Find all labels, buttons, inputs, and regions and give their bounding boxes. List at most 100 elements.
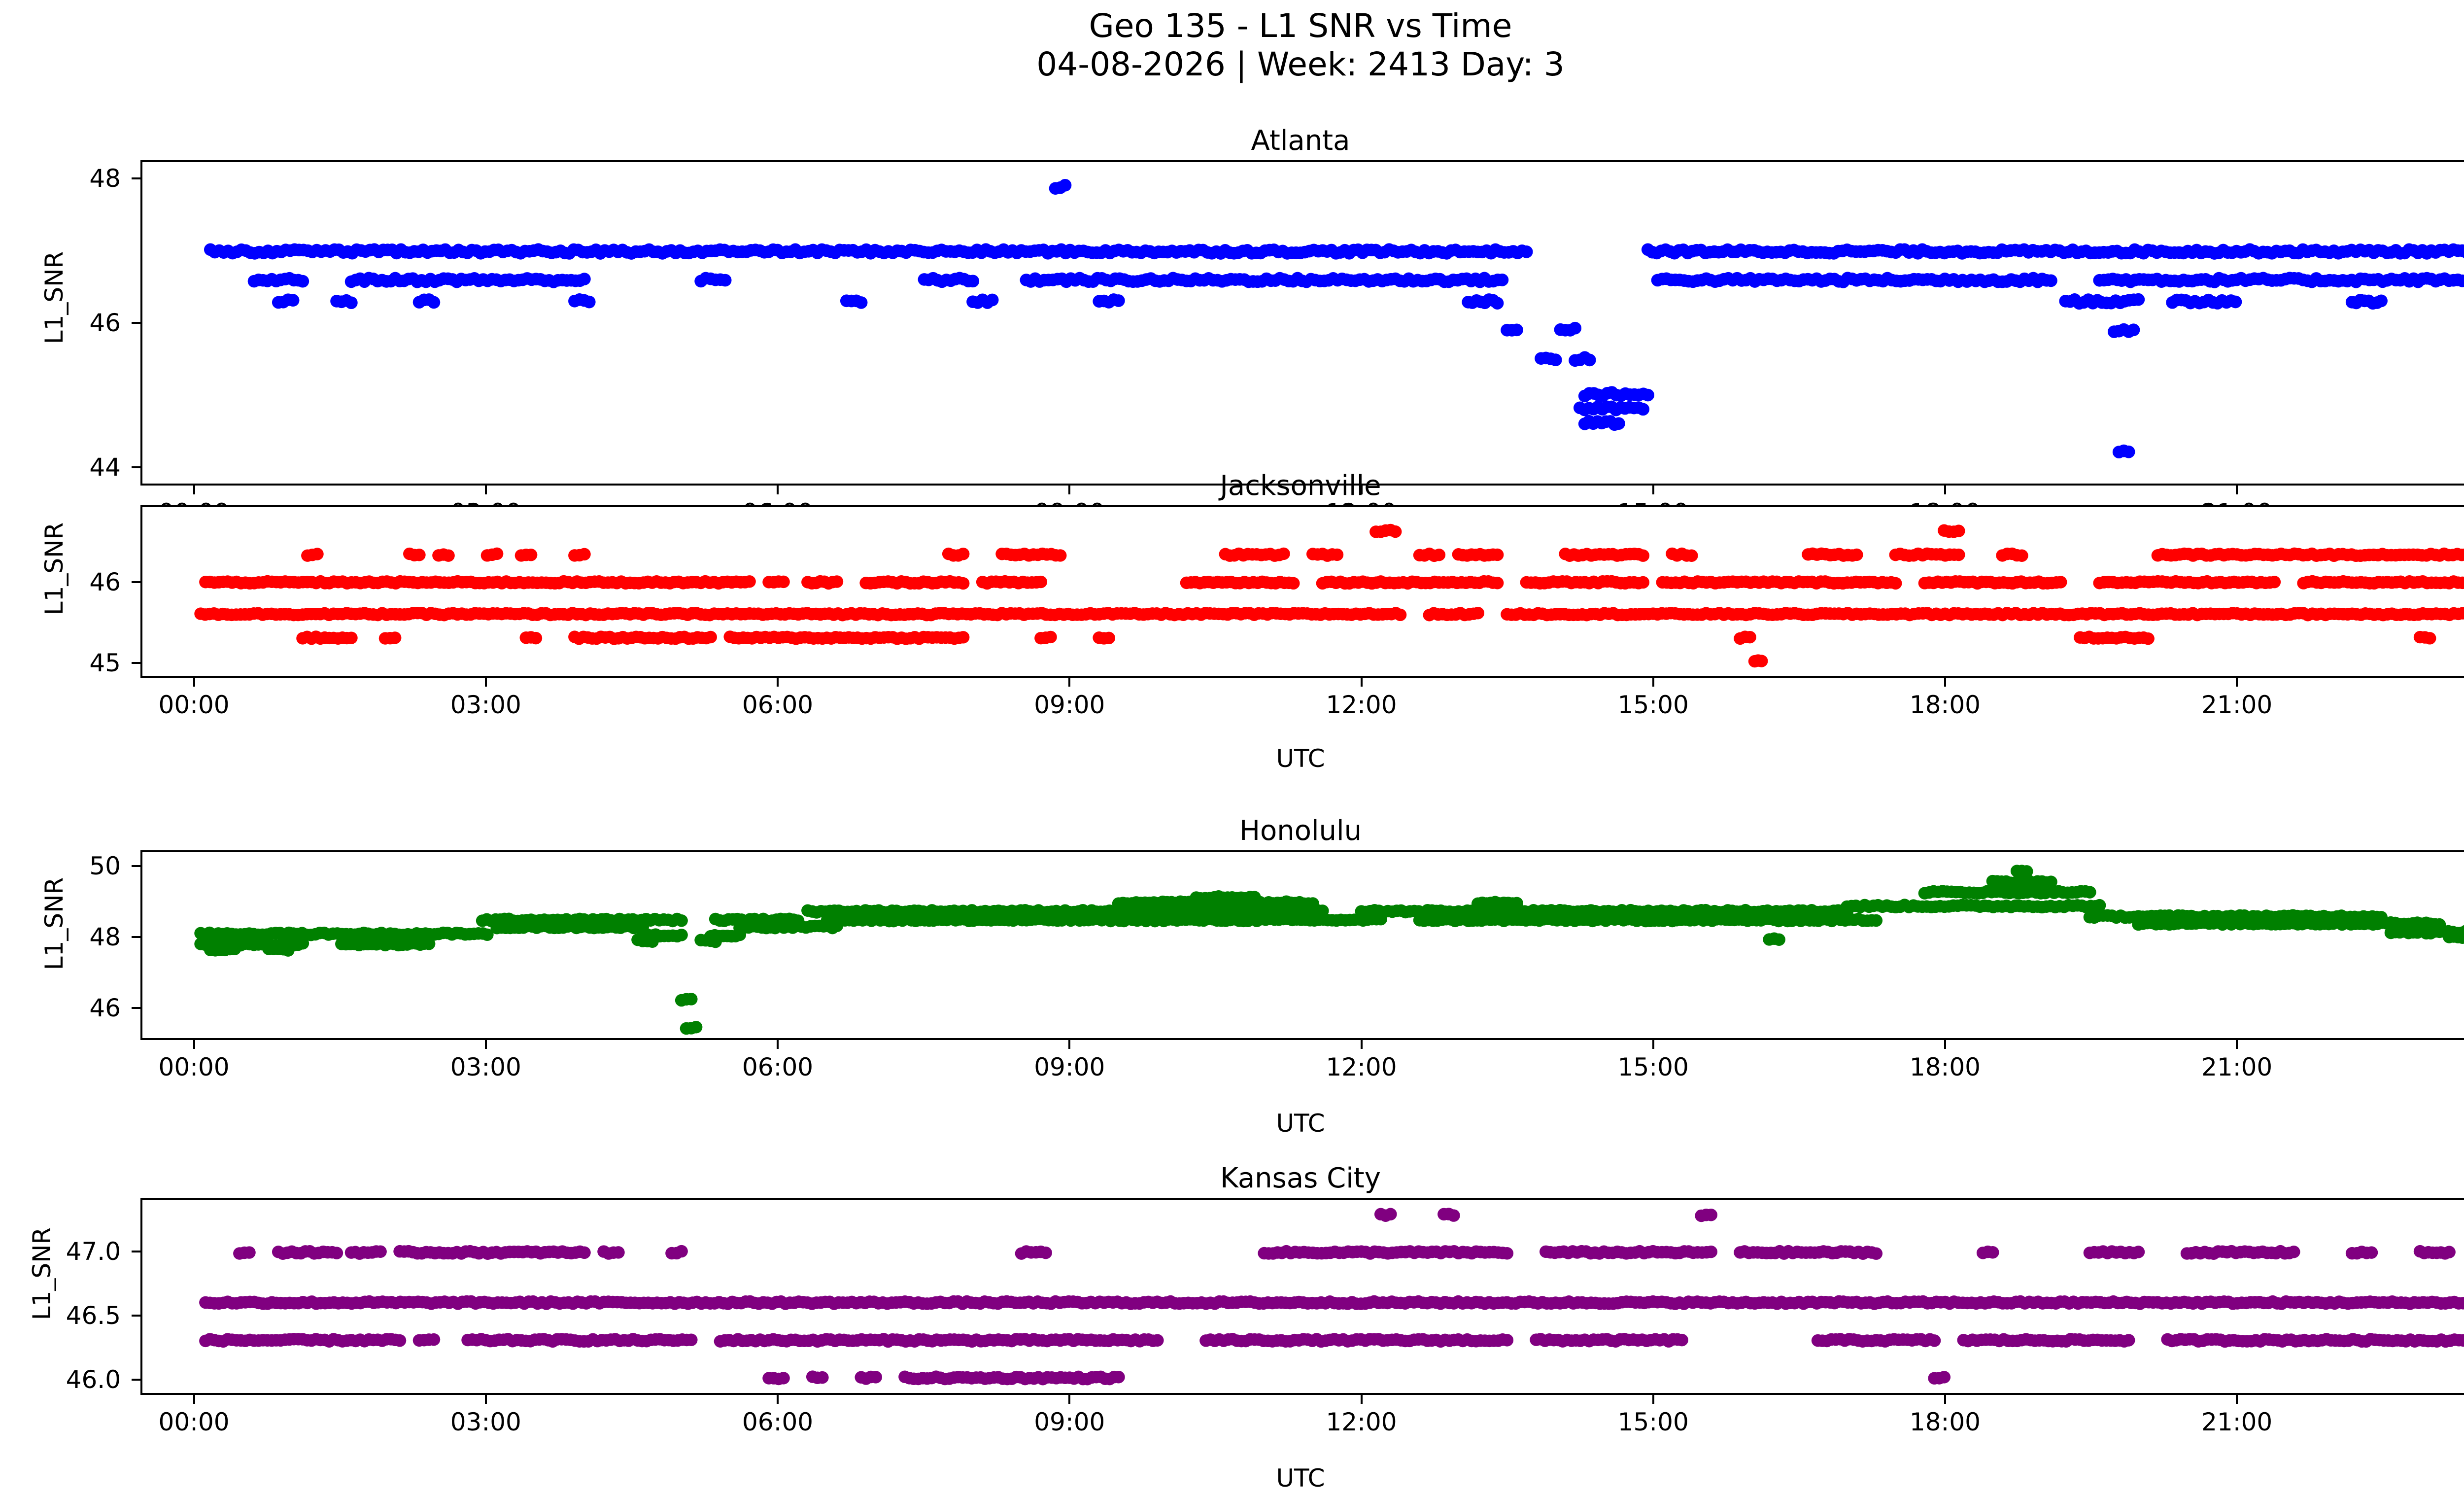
xtick-label: 00:00 — [158, 1053, 230, 1081]
xtick-mark — [1944, 1395, 1946, 1404]
suptitle-line-2: 04-08-2026 | Week: 2413 Day: 3 — [1036, 45, 1565, 83]
ylabel-atlanta: L1_SNR — [40, 251, 68, 345]
data-point — [1637, 403, 1650, 416]
data-point — [957, 548, 970, 560]
xtick-mark — [484, 1395, 487, 1404]
data-point — [1433, 548, 1446, 561]
plot-area-atlanta[interactable] — [140, 160, 2464, 486]
xtick-mark — [777, 1040, 779, 1049]
data-point — [1501, 1334, 1514, 1347]
data-point — [281, 944, 295, 957]
xtick-label: 15:00 — [1617, 1408, 1689, 1436]
xtick-mark — [2236, 486, 2238, 494]
xtick-label: 21:00 — [2201, 1053, 2273, 1081]
subplot-title-atlanta: Atlanta — [1251, 125, 1350, 157]
xtick-mark — [1360, 1040, 1363, 1049]
xtick-mark — [1944, 678, 1946, 687]
data-point — [1389, 525, 1402, 538]
xtick-label: 21:00 — [2201, 691, 2273, 719]
ytick-mark — [132, 322, 140, 324]
data-point — [646, 935, 659, 948]
data-point — [2268, 576, 2281, 589]
data-point — [869, 1371, 883, 1384]
xtick-label: 03:00 — [450, 1408, 521, 1436]
data-point — [1705, 1245, 1718, 1258]
ytick-label: 46 — [89, 309, 121, 337]
data-point — [480, 928, 494, 941]
xtick-mark — [1068, 1395, 1071, 1404]
data-point — [1520, 245, 1533, 258]
xlabel-kansas-city: UTC — [1276, 1464, 1325, 1493]
data-point — [2287, 1245, 2300, 1258]
data-point — [719, 274, 732, 287]
xlabel-jacksonville: UTC — [1276, 744, 1325, 773]
ytick-mark — [132, 865, 140, 868]
ytick-mark — [132, 1007, 140, 1009]
plot-area-kansas-city[interactable] — [140, 1198, 2464, 1395]
data-point — [2054, 576, 2067, 589]
data-point — [2083, 886, 2096, 899]
data-point — [1986, 1246, 1999, 1259]
data-point — [2460, 931, 2464, 942]
xtick-mark — [777, 678, 779, 687]
data-point — [2015, 549, 2028, 562]
xtick-label: 06:00 — [742, 1408, 814, 1436]
xtick-label: 03:00 — [450, 1053, 521, 1081]
ytick-label: 48 — [89, 923, 121, 952]
data-point — [855, 296, 868, 309]
data-point — [422, 937, 436, 950]
data-point — [2122, 445, 2135, 458]
xtick-mark — [777, 1395, 779, 1404]
ytick-mark — [132, 1251, 140, 1253]
data-point — [427, 296, 441, 309]
xtick-mark — [193, 1040, 195, 1049]
scatter-layer-honolulu — [194, 865, 2464, 1035]
data-point — [1151, 1334, 1164, 1347]
data-point — [777, 1372, 790, 1385]
xtick-label: 15:00 — [1617, 1053, 1689, 1081]
subplot-honolulu: Honolulu L1_SNR UTC 46 48 50 00:00 03:00 06:… — [0, 816, 2464, 1138]
data-point — [704, 630, 717, 644]
data-point — [310, 548, 324, 560]
xtick-mark — [1360, 678, 1363, 687]
xtick-mark — [484, 1040, 487, 1049]
xtick-mark — [2236, 1395, 2238, 1404]
xtick-mark — [193, 678, 195, 687]
data-point — [578, 273, 591, 285]
data-point — [1501, 1247, 1514, 1260]
ytick-label: 46 — [89, 994, 121, 1023]
data-point — [1870, 914, 1883, 927]
ytick-mark — [132, 1378, 140, 1381]
data-point — [2044, 875, 2057, 888]
data-point — [684, 993, 698, 1006]
data-point — [330, 1247, 343, 1259]
xtick-label: 18:00 — [1909, 1053, 1981, 1081]
subplot-kansas-city: Kansas City L1_SNR UTC 46.0 46.5 47.0 00:0… — [0, 1163, 2464, 1493]
data-point — [1112, 1370, 1125, 1384]
plot-area-honolulu[interactable] — [140, 850, 2464, 1040]
data-point — [1612, 417, 1625, 430]
data-point — [2460, 577, 2464, 589]
subplot-title-jacksonville: Jacksonville — [1220, 470, 1381, 502]
data-point — [582, 295, 596, 309]
data-point — [1773, 933, 1785, 946]
data-point — [1384, 1208, 1397, 1220]
data-point — [1743, 630, 1756, 644]
data-point — [1510, 897, 1523, 910]
data-point — [1059, 178, 1072, 192]
xtick-label: 06:00 — [742, 691, 814, 719]
xtick-label: 06:00 — [742, 1053, 814, 1081]
data-point — [1248, 891, 1261, 904]
data-point — [1374, 912, 1387, 926]
data-point — [228, 942, 241, 955]
xtick-mark — [777, 486, 779, 494]
data-point — [1287, 577, 1300, 590]
plot-area-jacksonville[interactable] — [140, 505, 2464, 678]
ytick-label: 47.0 — [66, 1237, 121, 1266]
data-point — [2461, 1336, 2464, 1347]
data-point — [2365, 1246, 2378, 1259]
data-point — [675, 914, 688, 927]
xtick-mark — [1652, 1040, 1654, 1049]
data-point — [957, 577, 970, 590]
data-point — [2229, 295, 2242, 309]
